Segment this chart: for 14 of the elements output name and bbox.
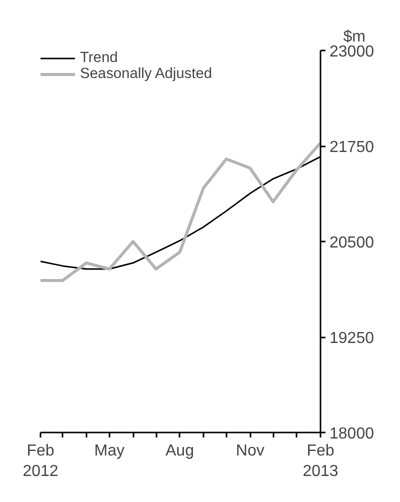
x-tick-label: Aug — [166, 442, 194, 460]
legend-label: Trend — [80, 50, 118, 66]
y-tick-label: 19250 — [330, 330, 374, 347]
y-tick-label: 20500 — [330, 234, 374, 252]
legend-label: Seasonally Adjusted — [80, 66, 212, 82]
x-tick-label: Feb 2013 — [302, 442, 338, 480]
x-tick-label: Nov — [236, 442, 264, 460]
y-tick-label: 21750 — [330, 139, 374, 156]
x-tick-label: Feb 2012 — [22, 442, 58, 480]
y-tick-label: 18000 — [330, 426, 374, 442]
y-axis-title: $m — [343, 28, 366, 46]
x-tick-label: May — [94, 442, 124, 460]
line-series — [40, 141, 320, 282]
y-tick-label: 23000 — [330, 44, 374, 60]
